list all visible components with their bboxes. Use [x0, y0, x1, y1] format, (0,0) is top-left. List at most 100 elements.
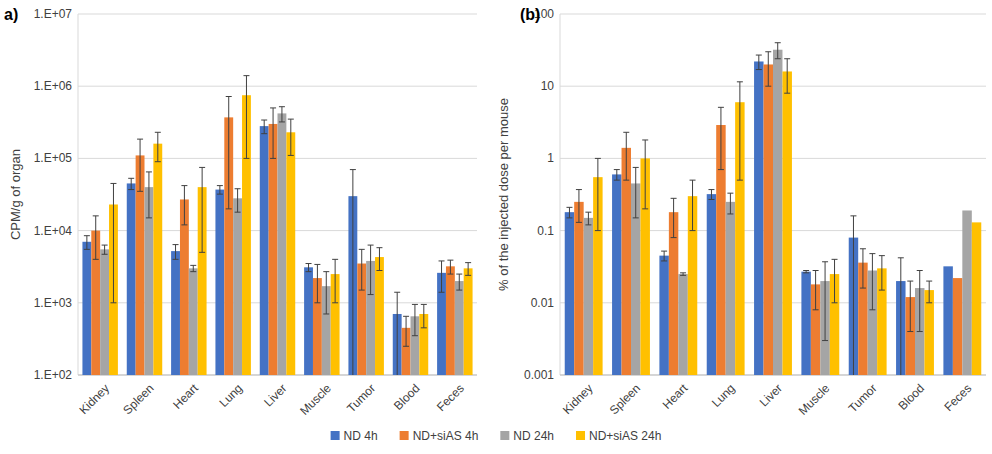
bar: [455, 281, 464, 375]
tick-label: 1.E+02: [34, 368, 73, 382]
bar: [764, 64, 773, 375]
error-bar: [137, 139, 143, 191]
error-bar: [359, 249, 365, 290]
bar: [574, 202, 583, 375]
y-axis-line: [78, 14, 79, 375]
y-axis-line: [560, 14, 561, 375]
error-bar: [784, 59, 790, 93]
error-bar: [456, 274, 462, 290]
bar: [678, 274, 687, 375]
error-bar: [680, 273, 686, 276]
error-bar: [181, 186, 187, 225]
category-label: Tumor: [846, 381, 880, 415]
tick-label: 0.01: [531, 296, 555, 310]
category-label: Kidney: [560, 381, 596, 417]
legend-swatch: [576, 431, 585, 440]
error-bar: [822, 262, 828, 341]
error-bar: [756, 55, 762, 70]
error-bar: [907, 281, 913, 331]
legend-swatch: [400, 431, 409, 440]
error-bar: [173, 245, 179, 260]
bar: [754, 61, 763, 375]
grid-line: [560, 14, 986, 15]
bar: [953, 278, 962, 375]
error-bar: [243, 76, 249, 159]
plot-area: [82, 76, 472, 375]
category-label: Spleen: [607, 381, 643, 417]
error-bar: [261, 120, 267, 134]
error-bar: [376, 248, 382, 271]
error-bar: [447, 260, 453, 274]
error-bar: [270, 108, 276, 158]
error-bar: [190, 265, 196, 271]
error-bar: [84, 236, 90, 250]
error-bar: [671, 198, 677, 237]
error-bar: [93, 216, 99, 259]
error-bar: [465, 263, 471, 276]
bar: [782, 71, 791, 375]
panel-title: a): [4, 6, 18, 23]
tick-label: 1.E+06: [34, 79, 73, 93]
grid-line: [78, 86, 477, 87]
error-bar: [879, 256, 885, 290]
error-bar: [226, 97, 232, 209]
error-bar: [323, 272, 329, 314]
error-bar: [288, 119, 294, 155]
bar: [233, 198, 242, 375]
error-bar: [421, 304, 427, 327]
category-label: Muscle: [297, 381, 334, 418]
error-bar: [199, 167, 205, 252]
bar: [215, 190, 224, 375]
bar: [943, 266, 952, 375]
category-label: Lung: [709, 381, 738, 410]
category-label: Heart: [660, 381, 691, 412]
bar: [127, 183, 136, 375]
error-bar: [314, 264, 320, 302]
error-bar: [128, 178, 134, 189]
tick-label: 10: [541, 79, 555, 93]
error-bar: [661, 251, 667, 261]
bar: [278, 113, 287, 375]
bar: [464, 268, 473, 375]
category-label: Liver: [261, 381, 289, 409]
bar: [304, 267, 313, 375]
tick-label: 1: [547, 151, 554, 165]
error-bar: [332, 259, 338, 302]
error-bar: [155, 132, 161, 161]
legend-label: ND+siAS 4h: [413, 429, 479, 443]
axis-title: % of the injected dose per mouse: [496, 98, 511, 291]
axis-title: CPM/g of organ: [8, 149, 23, 240]
category-label: Blood: [391, 381, 423, 413]
error-bar: [765, 52, 771, 86]
chart-panel: 0.0010.010.1110100KidneySpleenHeartLungL…: [496, 6, 986, 418]
error-bar: [642, 140, 648, 209]
legend-swatch: [331, 431, 340, 440]
error-bar: [412, 304, 418, 335]
category-label: Kidney: [76, 381, 112, 417]
category-label: Feces: [941, 381, 974, 414]
error-bar: [633, 167, 639, 217]
tick-label: 0.001: [524, 368, 554, 382]
error-bar: [727, 193, 733, 214]
bar: [260, 126, 269, 375]
error-bar: [102, 245, 108, 254]
chart-panel: 1.E+021.E+031.E+041.E+051.E+061.E+07Kidn…: [4, 6, 477, 418]
panel-title: (b): [520, 6, 540, 23]
tick-label: 1.E+05: [34, 151, 73, 165]
error-bar: [832, 259, 838, 302]
error-bar: [869, 254, 875, 310]
legend-label: ND+siAS 24h: [589, 429, 661, 443]
error-bar: [368, 245, 374, 294]
tick-label: 0.1: [537, 224, 554, 238]
legend: ND 4hND+siAS 4hND 24hND+siAS 24h: [331, 429, 662, 443]
error-bar: [898, 258, 904, 375]
error-bar: [813, 271, 819, 310]
error-bar: [146, 172, 152, 218]
error-bar: [595, 158, 601, 230]
error-bar: [917, 271, 923, 332]
error-bar: [110, 183, 116, 302]
error-bar: [614, 170, 620, 181]
tick-label: 1.E+03: [34, 296, 73, 310]
bar: [171, 251, 180, 375]
bar: [622, 148, 631, 375]
